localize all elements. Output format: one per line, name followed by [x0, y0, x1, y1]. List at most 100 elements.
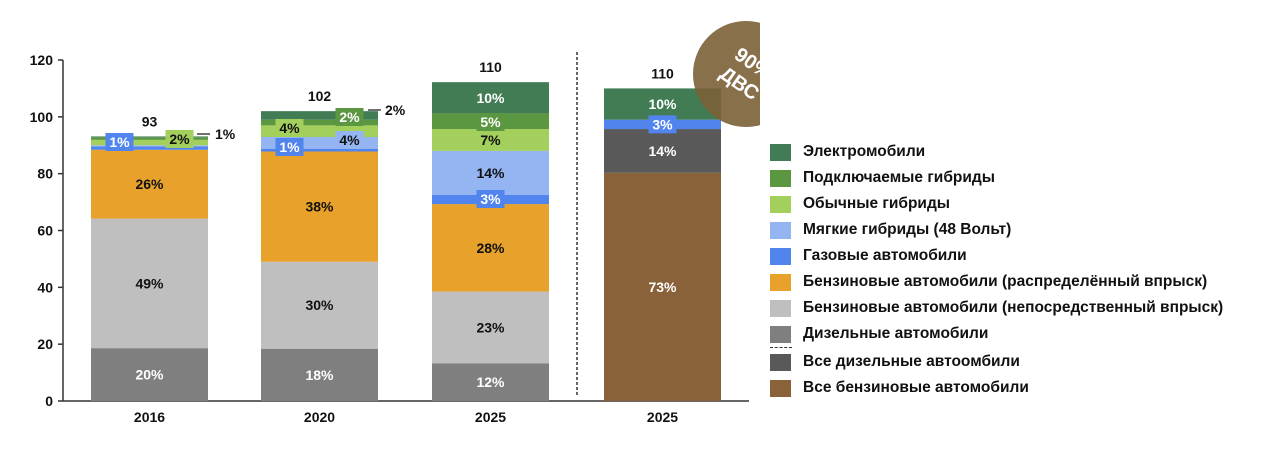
data-label: 3%	[480, 191, 501, 207]
legend-separator	[770, 347, 792, 348]
bar-segment-mild	[432, 150, 549, 195]
x-tick-label: 2025	[647, 409, 678, 425]
data-label-tag	[105, 133, 134, 151]
data-label-tag	[165, 130, 194, 148]
legend-swatch	[770, 169, 791, 187]
data-label-tag	[648, 115, 677, 134]
bar-segment-pfi	[261, 151, 378, 262]
legend-item-plugin-hybrid: Подключаемые гибриды	[770, 165, 1223, 191]
bar-segment-ev	[261, 111, 378, 120]
legend-item-diesel: Дизельные автомобили	[770, 321, 1223, 347]
legend-swatch	[770, 325, 791, 343]
data-label: 30%	[305, 297, 334, 313]
data-label-tag	[275, 138, 304, 156]
bar-segment-mild	[261, 137, 378, 149]
legend-swatch	[770, 247, 791, 265]
bar-total-label: 93	[142, 113, 158, 129]
data-label: 7%	[480, 132, 501, 148]
data-label: 4%	[339, 132, 360, 148]
bar-total-label: 110	[651, 65, 674, 81]
y-tick-label: 120	[30, 52, 54, 68]
legend-item-all-diesel: Все дизельные автоомбили	[770, 349, 1223, 375]
legend-item-petrol-pfi: Бензиновые автомобили (распределённый вп…	[770, 269, 1223, 295]
legend-label: Газовые автомобили	[803, 247, 967, 264]
data-label: 23%	[476, 320, 505, 336]
bar-segment-gas	[91, 146, 208, 150]
legend-swatch	[770, 299, 791, 317]
data-label-tag	[335, 131, 364, 149]
bar-segment-mild	[91, 145, 208, 147]
data-label: 14%	[476, 165, 505, 181]
legend-item-hybrid: Обычные гибриды	[770, 191, 1223, 217]
y-tick-label: 40	[37, 279, 53, 295]
data-label: 1%	[215, 126, 236, 142]
data-label: 12%	[476, 374, 505, 390]
data-label: 73%	[648, 279, 677, 295]
bar-segment-all_diesel	[604, 129, 721, 173]
bar-segment-all_petrol	[604, 172, 721, 401]
data-label: 3%	[652, 116, 673, 132]
bar-total-label: 102	[308, 88, 332, 104]
y-tick-label: 20	[37, 336, 53, 352]
ice-share-badge	[693, 21, 760, 127]
bar-segment-pfi	[91, 149, 208, 219]
data-label-tag	[476, 113, 505, 131]
data-label: 2%	[169, 131, 190, 147]
legend-label: Дизельные автомобили	[803, 325, 989, 342]
bar-segment-ev	[432, 82, 549, 114]
data-label: 5%	[480, 114, 501, 130]
bar-segment-pfi	[432, 204, 549, 292]
legend-label: Подключаемые гибриды	[803, 169, 995, 186]
legend-swatch	[770, 273, 791, 291]
data-label: 10%	[648, 96, 677, 112]
y-tick-label: 0	[45, 393, 53, 409]
legend-item-petrol-di: Бензиновые автомобили (непосредственный …	[770, 295, 1223, 321]
data-label: 38%	[305, 199, 334, 215]
data-label: 2%	[339, 109, 360, 125]
data-label: 1%	[279, 139, 300, 155]
x-tick-label: 2016	[134, 409, 165, 425]
y-tick-label: 80	[37, 166, 53, 182]
bar-segment-hybrid	[432, 129, 549, 151]
bar-total-label: 110	[479, 59, 502, 75]
legend: Электромобили Подключаемые гибриды Обычн…	[770, 139, 1223, 401]
legend-swatch	[770, 353, 791, 371]
data-label: 10%	[476, 90, 505, 106]
bar-segment-hybrid	[91, 139, 208, 146]
data-label: 49%	[135, 275, 164, 291]
data-label: 28%	[476, 240, 505, 256]
data-label: 1%	[109, 134, 130, 150]
bar-segment-di	[261, 261, 378, 349]
data-label-tag	[275, 119, 304, 137]
legend-label: Все бензиновые автомобили	[803, 379, 1029, 396]
legend-swatch	[770, 195, 791, 213]
y-tick-label: 60	[37, 223, 53, 239]
x-tick-label: 2025	[475, 409, 506, 425]
data-label: 26%	[135, 176, 164, 192]
bar-segment-diesel	[91, 348, 208, 401]
data-label-outside: 2%	[385, 102, 406, 118]
data-label: 4%	[279, 120, 300, 136]
y-tick-label: 100	[30, 109, 54, 125]
data-label: 20%	[135, 367, 164, 383]
bar-segment-di	[91, 218, 208, 349]
legend-label: Бензиновые автомобили (непосредственный …	[803, 299, 1224, 316]
stacked-bar-chart: 0 20 40 60 80 100 120 93 2016 102 2020 110 2025 110 20…	[30, 21, 760, 425]
legend-label: Бензиновые автомобили (распределённый вп…	[803, 273, 1208, 290]
bar-segment-diesel	[261, 348, 378, 401]
legend-swatch	[770, 221, 791, 239]
data-label-tag	[335, 108, 364, 126]
legend-label: Обычные гибриды	[803, 195, 951, 212]
bar-segment-hybrid	[261, 125, 378, 138]
legend-label: Мягкие гибриды (48 Вольт)	[803, 221, 1012, 238]
legend-label: Все дизельные автоомбили	[803, 353, 1020, 370]
legend-swatch	[770, 379, 791, 397]
data-label-tag	[476, 190, 505, 208]
bar-segment-gas	[261, 148, 378, 152]
legend-item-gas: Газовые автомобили	[770, 243, 1223, 269]
bar-segment-diesel	[432, 363, 549, 401]
legend-swatch	[770, 143, 791, 161]
bar-segment-plugin	[261, 119, 378, 126]
data-label: 18%	[305, 367, 334, 383]
bar-segment-plugin	[91, 137, 208, 140]
